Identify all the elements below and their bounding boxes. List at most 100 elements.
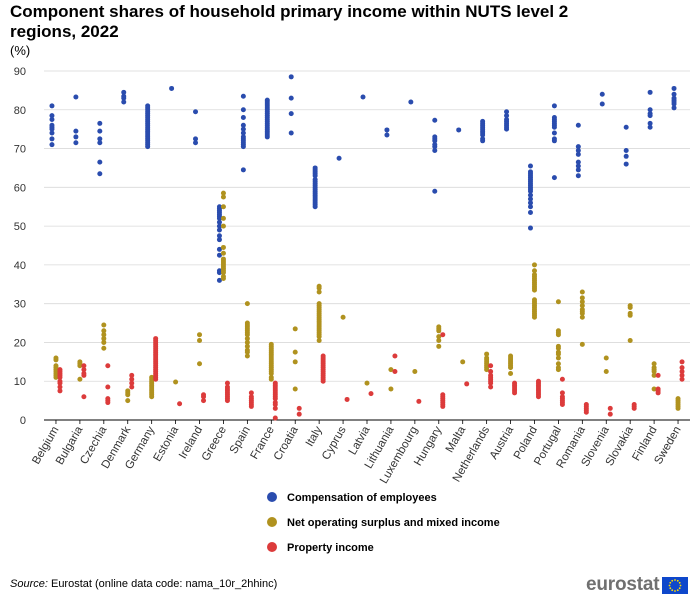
data-point <box>432 117 438 123</box>
data-point <box>551 124 557 130</box>
data-point <box>296 405 302 411</box>
data-point <box>508 365 514 371</box>
data-point <box>655 372 661 378</box>
data-point <box>49 116 55 122</box>
data-point <box>268 376 274 382</box>
data-point <box>49 130 55 136</box>
data-point <box>49 142 55 148</box>
data-point <box>631 405 637 411</box>
data-point <box>551 130 557 136</box>
data-point <box>240 130 246 136</box>
data-point <box>464 381 470 387</box>
data-point <box>432 138 438 144</box>
source-text: Eurostat (online data code: nama_10r_2hh… <box>47 578 278 590</box>
data-point <box>675 405 681 411</box>
data-point <box>559 390 565 396</box>
data-point <box>551 175 557 181</box>
data-point <box>671 85 677 91</box>
data-point <box>101 345 107 351</box>
data-point <box>49 126 55 132</box>
data-point <box>575 167 581 173</box>
data-point <box>412 369 418 375</box>
data-point <box>248 403 254 409</box>
data-point <box>436 334 442 340</box>
data-point <box>201 394 207 400</box>
data-point <box>320 378 326 384</box>
data-point <box>555 367 561 373</box>
legend-marker <box>267 492 277 502</box>
data-point <box>105 384 111 390</box>
data-point <box>292 326 298 332</box>
data-point <box>679 365 685 371</box>
data-point <box>73 128 79 134</box>
data-point <box>244 353 250 359</box>
legend: Compensation of employees Net operating s… <box>267 492 500 554</box>
data-point <box>240 126 246 132</box>
data-point <box>288 95 294 101</box>
data-point <box>220 250 226 256</box>
data-point <box>105 400 111 406</box>
data-point <box>575 173 581 179</box>
data-point <box>77 376 83 382</box>
data-point <box>651 386 657 392</box>
data-point <box>440 403 446 409</box>
data-point <box>555 332 561 338</box>
data-point <box>244 343 250 349</box>
y-tick-label: 20 <box>14 337 26 349</box>
source-note: Source: Eurostat (online data code: nama… <box>10 578 277 590</box>
x-tick-label: Croatia <box>272 424 301 463</box>
data-point <box>440 332 446 338</box>
data-point <box>647 107 653 113</box>
data-point <box>527 192 533 198</box>
data-point <box>288 111 294 117</box>
data-point <box>392 369 398 375</box>
data-point <box>527 196 533 202</box>
data-point <box>344 396 350 402</box>
data-point <box>512 390 518 396</box>
data-point <box>647 124 653 130</box>
data-point <box>527 163 533 169</box>
data-point <box>216 219 222 225</box>
legend-marker <box>267 542 277 552</box>
scatter-chart: 0 10 20 30 40 50 60 70 80 90 BelgiumBulgariaCzech… <box>14 66 690 554</box>
y-tick-label: 30 <box>14 299 26 311</box>
data-point <box>575 147 581 153</box>
data-point <box>220 244 226 250</box>
data-point <box>488 369 494 375</box>
data-point <box>647 89 653 95</box>
data-point <box>264 134 270 140</box>
data-point <box>121 89 127 95</box>
data-points <box>49 74 685 421</box>
y-tick-label: 90 <box>14 66 26 78</box>
data-point <box>73 94 79 100</box>
data-point <box>316 289 322 295</box>
data-point <box>392 353 398 359</box>
x-tick-label: Spain <box>228 425 253 456</box>
data-point <box>316 334 322 340</box>
data-point <box>97 120 103 126</box>
data-point <box>49 136 55 142</box>
data-point <box>220 194 226 200</box>
data-point <box>316 285 322 291</box>
data-point <box>240 122 246 128</box>
data-point <box>623 147 629 153</box>
data-point <box>97 159 103 165</box>
data-point <box>408 99 414 105</box>
data-point <box>432 147 438 153</box>
data-point <box>368 391 374 397</box>
data-point <box>364 380 370 386</box>
data-point <box>216 277 222 283</box>
data-point <box>220 190 226 196</box>
data-point <box>316 338 322 344</box>
data-point <box>484 367 490 373</box>
data-point <box>460 359 466 365</box>
data-point <box>248 390 254 396</box>
data-point <box>555 299 561 305</box>
data-point <box>312 173 318 179</box>
data-point <box>244 301 250 307</box>
data-point <box>244 339 250 345</box>
data-point <box>224 380 230 386</box>
data-point <box>555 351 561 357</box>
data-point <box>125 398 131 404</box>
data-point <box>579 314 585 320</box>
